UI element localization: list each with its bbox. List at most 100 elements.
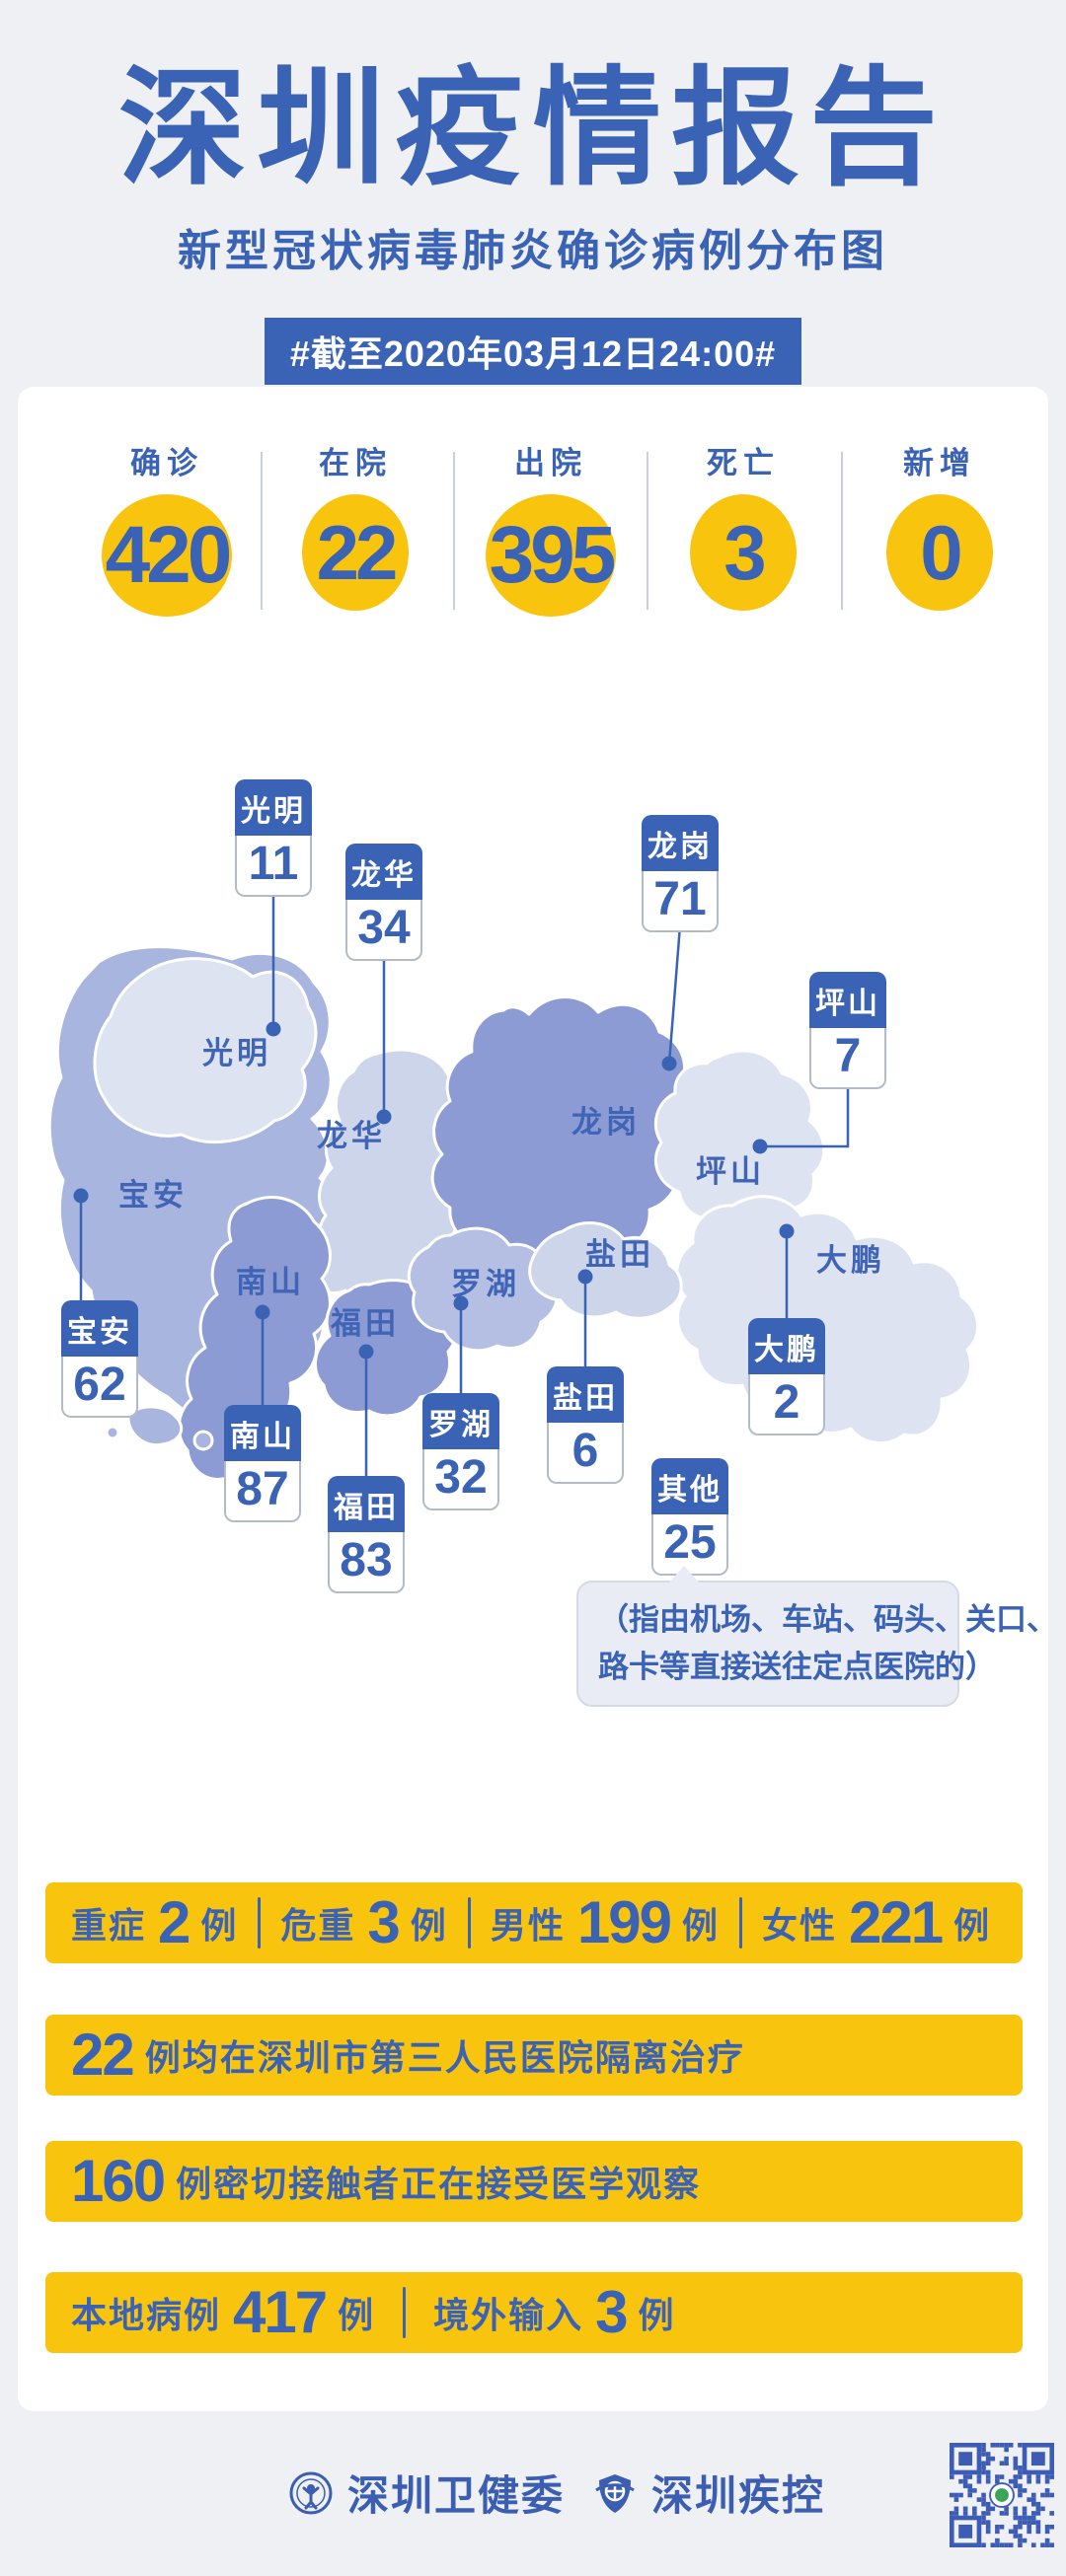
map-card-longhua: 龙华 34 (345, 844, 422, 961)
page-subtitle: 新型冠状病毒肺炎确诊病例分布图 (178, 227, 888, 275)
observation-text: 例密切接触者正在接受医学观察 (176, 2164, 702, 2204)
male-value: 199 (576, 1889, 672, 1955)
map-dots (73, 1021, 795, 1360)
health-commission-logo-icon (289, 2471, 333, 2514)
district-cases: 11 (235, 836, 312, 897)
island-shape (105, 1425, 120, 1440)
stat-value: 420 (105, 510, 233, 600)
map-label-longgang: 龙岗 (571, 1105, 641, 1140)
bar-divider (258, 1897, 262, 1949)
district-dapeng-shape (675, 1195, 980, 1445)
note-line-1: （指由机场、车站、码头、关口、 (598, 1602, 1057, 1637)
district-guangming-shape (93, 957, 318, 1144)
severe-label: 重症 (71, 1905, 147, 1946)
district-cases: 62 (61, 1357, 138, 1418)
org-health-label: 深圳卫健委 (347, 2472, 566, 2519)
district-cases: 2 (748, 1374, 825, 1435)
critical-label: 危重 (280, 1905, 356, 1946)
map-label-pingshan: 坪山 (696, 1154, 765, 1189)
observation-value: 160 (71, 2148, 166, 2214)
stat-circle: 0 (886, 494, 993, 611)
critical-value: 3 (367, 1889, 400, 1955)
hospital-text: 例均在深圳市第三人民医院隔离治疗 (144, 2037, 745, 2078)
unit-label: 例 (638, 2295, 676, 2335)
hospital-value: 22 (71, 2022, 135, 2088)
district-cases: 34 (345, 900, 422, 961)
stat-value: 22 (316, 509, 399, 596)
imported-value: 3 (595, 2279, 628, 2345)
district-yantian-shape (528, 1221, 683, 1320)
map-card-other: 其他 25 (651, 1458, 728, 1576)
date-banner: #截至2020年03月12日24:00# (264, 318, 802, 385)
district-name: 宝安 (61, 1300, 138, 1357)
stat-value: 0 (920, 509, 962, 596)
cdc-logo-icon (595, 2473, 635, 2513)
stat-label: 确诊 (130, 446, 203, 480)
other-cases-note: （指由机场、车站、码头、关口、 路卡等直接送往定点医院的） (576, 1565, 1057, 1708)
stat-label: 出院 (514, 446, 587, 480)
page-title: 深圳疫情报告 (117, 56, 948, 200)
stat-discharged: 出院 395 (452, 438, 649, 617)
district-cases: 87 (224, 1461, 301, 1522)
stat-label: 新增 (903, 446, 976, 480)
stat-in-hospital: 在院 22 (257, 438, 454, 611)
bar-medical-observation: 160 例密切接触者正在接受医学观察 (45, 2141, 1023, 2222)
map-card-longgang: 龙岗 71 (642, 815, 719, 932)
stat-divider (453, 452, 455, 610)
stat-deaths: 死亡 3 (645, 438, 842, 611)
district-name: 盐田 (547, 1366, 624, 1423)
stat-circle: 3 (690, 494, 797, 611)
bar-case-origin: 本地病例 417 例 境外输入 3 例 (45, 2272, 1023, 2353)
district-name: 龙岗 (642, 815, 719, 871)
unit-label: 例 (200, 1905, 239, 1946)
map-card-pingshan: 坪山 7 (809, 972, 886, 1089)
district-cases: 83 (328, 1532, 405, 1593)
local-value: 417 (233, 2279, 328, 2345)
map-card-yantian: 盐田 6 (547, 1366, 624, 1484)
bar-clinical-breakdown: 重症 2 例 危重 3 例 男性 199 例 女性 221 例 (45, 1882, 1023, 1963)
map-label-nanshan: 南山 (236, 1265, 305, 1299)
female-value: 221 (848, 1889, 944, 1955)
qr-code (950, 2443, 1054, 2547)
stat-divider (261, 452, 263, 610)
map-label-guangming: 光明 (202, 1036, 271, 1070)
severe-value: 2 (158, 1889, 190, 1955)
note-line-2: 路卡等直接送往定点医院的） (598, 1650, 996, 1685)
footer-org-health: 深圳卫健委 (288, 2463, 565, 2523)
district-name: 南山 (224, 1405, 301, 1461)
bar-hospital-isolation: 22 例均在深圳市第三人民医院隔离治疗 (45, 2015, 1023, 2096)
local-label: 本地病例 (71, 2295, 222, 2335)
map-card-luohu: 罗湖 32 (422, 1393, 499, 1510)
map-card-dapeng: 大鹏 2 (748, 1318, 825, 1435)
map-card-guangming: 光明 11 (235, 779, 312, 897)
map-label-dapeng: 大鹏 (816, 1243, 885, 1278)
map-card-futian: 福田 83 (328, 1476, 405, 1593)
map-leader-lines (79, 890, 850, 1476)
map-label-futian: 福田 (330, 1306, 400, 1341)
date-banner-wrap: #截至2020年03月12日24:00# (0, 318, 1066, 385)
stat-confirmed: 确诊 420 (68, 438, 266, 617)
stat-value: 395 (489, 510, 617, 600)
stat-new: 新增 0 (841, 438, 1038, 611)
district-name: 大鹏 (748, 1318, 825, 1374)
island-shape (126, 1405, 184, 1447)
bar-divider (403, 2287, 407, 2338)
unit-label: 例 (410, 1905, 448, 1946)
stat-value: 3 (723, 509, 766, 596)
stat-label: 死亡 (707, 446, 780, 480)
map-label-luohu: 罗湖 (451, 1267, 520, 1301)
bar-divider (467, 1897, 471, 1949)
stat-divider (647, 452, 648, 610)
district-cases: 32 (422, 1449, 499, 1510)
district-name: 罗湖 (422, 1393, 499, 1449)
female-label: 女性 (761, 1905, 837, 1946)
stat-circle: 395 (486, 494, 616, 617)
stat-circle: 22 (302, 494, 409, 611)
district-cases: 71 (642, 871, 719, 932)
male-label: 男性 (490, 1905, 566, 1946)
district-luohu-shape (407, 1226, 559, 1353)
map-label-yantian: 盐田 (585, 1237, 654, 1272)
district-name: 龙华 (345, 844, 422, 900)
map-label-baoan: 宝安 (118, 1178, 188, 1213)
